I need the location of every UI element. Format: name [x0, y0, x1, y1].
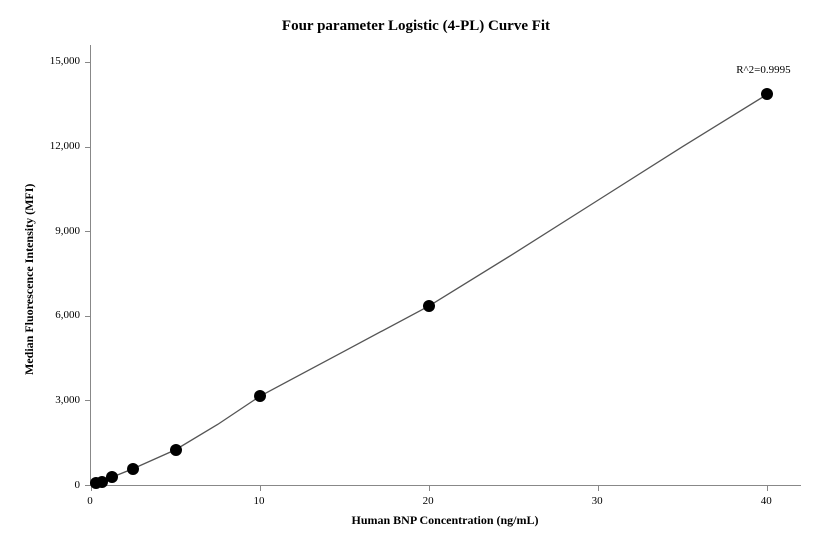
- x-tick-label: 10: [244, 495, 274, 507]
- x-tick-label: 20: [413, 495, 443, 507]
- y-tick-label: 6,000: [55, 309, 80, 321]
- plot-area: [90, 45, 801, 486]
- y-tick-mark: [85, 400, 91, 401]
- y-tick-mark: [85, 231, 91, 232]
- y-tick-label: 9,000: [55, 225, 80, 237]
- x-tick-mark: [429, 485, 430, 491]
- chart-container: Four parameter Logistic (4-PL) Curve Fit…: [0, 0, 832, 560]
- y-tick-mark: [85, 316, 91, 317]
- data-point: [423, 300, 435, 312]
- x-tick-label: 30: [582, 495, 612, 507]
- x-tick-mark: [598, 485, 599, 491]
- r-squared-annotation: R^2=0.9995: [736, 64, 790, 76]
- y-tick-mark: [85, 147, 91, 148]
- x-tick-label: 40: [751, 495, 781, 507]
- y-axis-label: Median Fluorescence Intensity (MFI): [22, 184, 37, 375]
- y-tick-label: 3,000: [55, 394, 80, 406]
- y-tick-label: 15,000: [50, 55, 80, 67]
- data-point: [761, 88, 773, 100]
- x-tick-label: 0: [75, 495, 105, 507]
- x-tick-mark: [767, 485, 768, 491]
- y-tick-label: 12,000: [50, 140, 80, 152]
- x-axis-label: Human BNP Concentration (ng/mL): [325, 513, 565, 528]
- data-point: [254, 390, 266, 402]
- fit-curve: [91, 45, 801, 485]
- chart-title: Four parameter Logistic (4-PL) Curve Fit: [0, 18, 832, 35]
- data-point: [127, 463, 139, 475]
- curve-path: [96, 94, 767, 483]
- y-tick-mark: [85, 62, 91, 63]
- y-tick-label: 0: [75, 479, 81, 491]
- data-point: [106, 471, 118, 483]
- x-tick-mark: [260, 485, 261, 491]
- data-point: [170, 444, 182, 456]
